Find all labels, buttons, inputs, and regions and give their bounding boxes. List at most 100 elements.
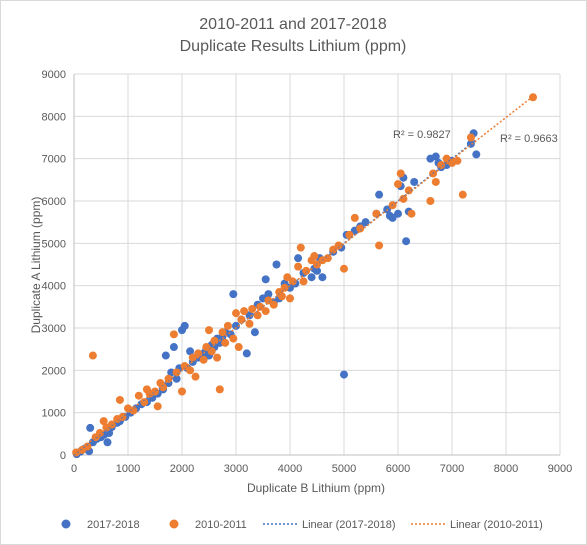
data-point-2017-2018	[318, 273, 327, 282]
data-point-2010-2011	[153, 402, 162, 411]
data-point-2017-2018	[313, 266, 321, 275]
trendline-2010-2011	[73, 93, 537, 455]
data-point-2010-2011	[234, 343, 243, 352]
data-point-2010-2011	[223, 321, 232, 330]
data-point-2010-2011	[294, 262, 303, 271]
legend-marker-2017-2018	[61, 519, 71, 529]
legend-label-2017-2018: 2017-2018	[87, 519, 140, 531]
x-axis-ticks: 0 1000 2000 3000 4000 5000 6000 7000 8000 9000	[71, 463, 572, 475]
data-point-2017-2018	[242, 349, 251, 358]
data-point-2010-2011	[229, 334, 238, 343]
x-tick-label: 5000	[332, 463, 356, 475]
data-point-2010-2011	[431, 177, 440, 186]
data-points	[72, 93, 537, 459]
data-point-2017-2018	[472, 150, 481, 159]
data-point-2010-2011	[215, 385, 224, 394]
data-point-2017-2018	[261, 275, 270, 284]
y-tick-label: 2000	[42, 365, 66, 377]
data-point-2017-2018	[340, 370, 348, 379]
data-point-2010-2011	[140, 398, 149, 407]
chart-title-line-2: Duplicate Results Lithium (ppm)	[180, 38, 407, 55]
data-point-2010-2011	[237, 315, 246, 324]
data-point-2010-2011	[218, 328, 227, 337]
legend-label-linear-2017-2018: Linear (2017-2018)	[302, 519, 396, 531]
y-tick-label: 1000	[42, 408, 66, 420]
data-point-2017-2018	[232, 321, 240, 330]
data-point-2010-2011	[453, 156, 462, 165]
data-point-2010-2011	[350, 213, 359, 222]
data-point-2017-2018	[431, 152, 440, 161]
data-point-2017-2018	[186, 347, 195, 356]
data-point-2010-2011	[394, 180, 402, 189]
legend-label-linear-2010-2011: Linear (2010-2011)	[450, 519, 543, 531]
data-point-2017-2018	[375, 190, 384, 199]
data-point-2010-2011	[213, 353, 222, 362]
data-point-2010-2011	[164, 374, 173, 383]
data-point-2017-2018	[250, 328, 259, 337]
data-point-2010-2011	[329, 245, 338, 254]
data-point-2010-2011	[207, 347, 216, 356]
y-axis-ticks: 0 1000 2000 3000 4000 5000 6000 7000 8000 9000	[42, 69, 66, 462]
r2-label-2017-2018: R² = 0.9827	[393, 129, 451, 141]
data-point-2010-2011	[240, 307, 249, 316]
x-tick-label: 3000	[224, 463, 248, 475]
x-tick-label: 4000	[278, 463, 302, 475]
data-point-2010-2011	[296, 243, 305, 252]
data-point-2010-2011	[396, 169, 405, 178]
data-point-2010-2011	[221, 338, 230, 347]
data-point-2010-2011	[88, 351, 97, 360]
data-point-2010-2011	[205, 326, 213, 335]
data-point-2010-2011	[283, 273, 292, 282]
data-point-2010-2011	[261, 307, 270, 316]
data-point-2010-2011	[299, 277, 308, 286]
data-point-2010-2011	[115, 395, 124, 404]
legend-label-2010-2011: 2010-2011	[195, 519, 247, 531]
data-point-2010-2011	[407, 209, 416, 218]
x-tick-label: 6000	[386, 463, 410, 475]
data-point-2017-2018	[402, 237, 411, 246]
data-point-2017-2018	[394, 209, 402, 218]
data-point-2017-2018	[86, 423, 95, 432]
data-point-2017-2018	[180, 321, 189, 330]
data-point-2010-2011	[310, 252, 319, 261]
x-tick-label: 0	[71, 463, 77, 475]
y-tick-label: 0	[60, 450, 66, 462]
x-axis-title: Duplicate B Lithium (ppm)	[247, 481, 385, 495]
data-point-2017-2018	[245, 311, 254, 320]
data-point-2010-2011	[264, 296, 273, 305]
chart-title-line-1: 2010-2011 and 2017-2018	[199, 16, 387, 33]
data-point-2010-2011	[232, 309, 240, 318]
data-point-2010-2011	[83, 442, 92, 451]
data-point-2010-2011	[466, 133, 475, 142]
data-point-2010-2011	[134, 391, 143, 400]
data-point-2010-2011	[399, 194, 408, 203]
y-tick-label: 6000	[42, 196, 66, 208]
data-point-2017-2018	[229, 290, 238, 299]
data-point-2010-2011	[256, 302, 265, 311]
data-point-2017-2018	[172, 374, 181, 383]
data-point-2010-2011	[129, 406, 138, 415]
data-point-2017-2018	[103, 438, 112, 447]
legend: 2017-2018 2010-2011 Linear (2017-2018) L…	[61, 519, 543, 531]
data-point-2010-2011	[186, 366, 195, 375]
data-point-2010-2011	[458, 190, 467, 199]
data-point-2010-2011	[248, 304, 257, 313]
data-point-2017-2018	[272, 260, 281, 269]
x-tick-label: 1000	[116, 463, 140, 475]
r2-label-2010-2011: R² = 0.9663	[500, 133, 558, 145]
data-point-2010-2011	[172, 368, 181, 377]
data-point-2010-2011	[404, 186, 413, 195]
data-point-2010-2011	[323, 254, 332, 263]
data-point-2017-2018	[388, 213, 397, 222]
data-point-2010-2011	[375, 241, 384, 250]
data-point-2010-2011	[437, 161, 446, 170]
data-point-2010-2011	[95, 428, 104, 437]
data-point-2010-2011	[302, 266, 311, 275]
data-point-2010-2011	[199, 355, 208, 364]
data-point-2010-2011	[288, 277, 297, 286]
x-tick-label: 9000	[548, 463, 572, 475]
trendlines	[73, 93, 537, 456]
y-tick-label: 4000	[42, 281, 66, 293]
